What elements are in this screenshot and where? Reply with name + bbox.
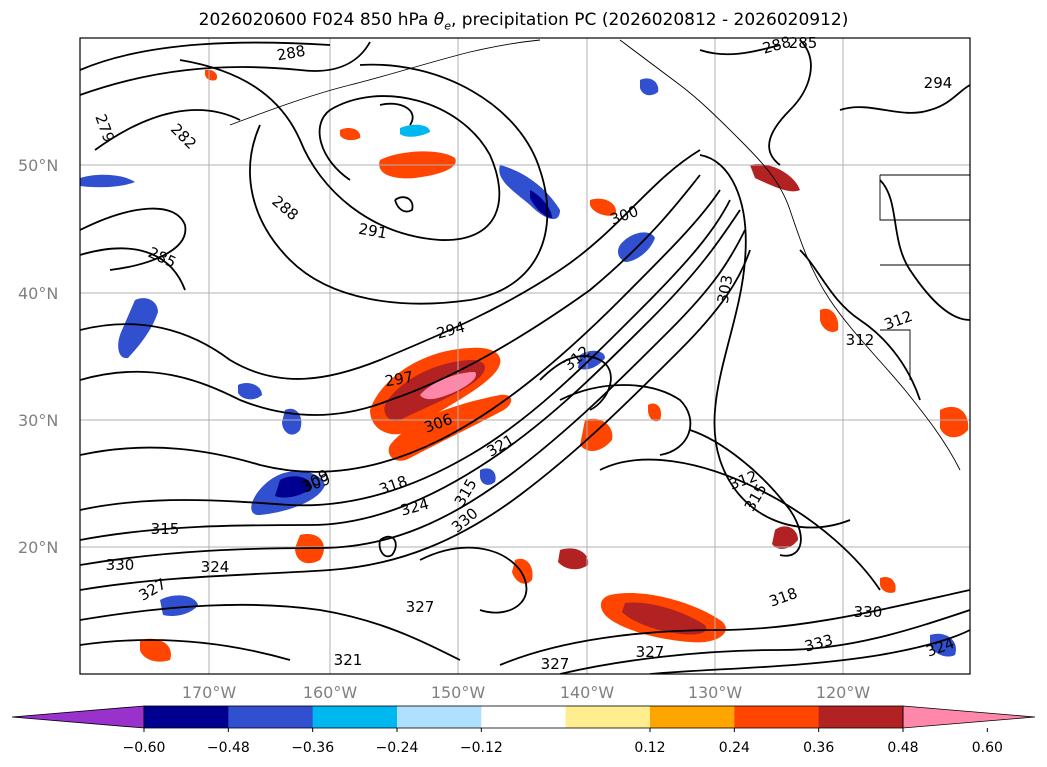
colorbar-segment	[481, 706, 567, 728]
contour-label: 303	[714, 273, 737, 304]
contour-label: 324	[201, 558, 230, 576]
lon-label-150w: 150°W	[431, 683, 486, 702]
map-content	[80, 38, 970, 674]
colorbar-segment	[650, 706, 735, 728]
colorbar-segment	[144, 706, 229, 728]
colorbar-tick-label: −0.12	[460, 740, 503, 756]
colorbar-tick-label: 0.36	[803, 740, 834, 756]
contour-label: 327	[406, 598, 435, 616]
lat-label-30: 30°N	[18, 411, 58, 430]
colorbar-segment	[312, 706, 398, 728]
contour-label: 327	[636, 643, 665, 661]
colorbar-tick-label: 0.24	[719, 740, 750, 756]
colorbar: −0.60 −0.48 −0.36 −0.24 −0.12 0.12 0.24 0.36 0.4…	[11, 705, 1036, 756]
map-frame	[79, 37, 971, 675]
contour-label: 321	[334, 651, 363, 669]
colorbar-segment	[397, 706, 482, 728]
contour-label: 327	[541, 655, 570, 673]
lon-label-140w: 140°W	[560, 683, 615, 702]
map-gridlines	[80, 38, 970, 674]
map-title: 2026020600 F024 850 hPa θe, precipitatio…	[0, 10, 1047, 32]
colorbar-outline	[143, 705, 904, 729]
title-theta: θ	[433, 10, 445, 30]
contour-label: 312	[846, 331, 875, 349]
lon-label-130w: 130°W	[688, 683, 743, 702]
contour-label: 291	[357, 220, 388, 243]
lat-label-50: 50°N	[18, 156, 58, 175]
title-prefix: 2026020600 F024 850 hPa	[198, 10, 434, 30]
lon-label-170w: 170°W	[182, 683, 237, 702]
title-suffix: , precipitation PC (2026020812 - 2026020…	[450, 10, 849, 30]
contour-label: 297	[383, 368, 414, 391]
theta-e-contours	[80, 39, 970, 674]
contour-label: 285	[789, 34, 818, 52]
colorbar-tick-label: 0.48	[887, 740, 918, 756]
lon-labels: 170°W 160°W 150°W 140°W 130°W 120°W	[182, 683, 871, 702]
lon-label-160w: 160°W	[303, 683, 358, 702]
lat-label-20: 20°N	[18, 538, 58, 557]
coastlines	[229, 39, 970, 471]
colorbar-tick-label: −0.48	[207, 740, 250, 756]
lat-label-40: 40°N	[18, 284, 58, 303]
contour-label: 330	[854, 603, 883, 621]
colorbar-extend-min	[11, 705, 145, 729]
colorbar-tick-label: 0.12	[634, 740, 665, 756]
colorbar-segment	[734, 706, 820, 728]
contour-label: 330	[106, 556, 135, 574]
colorbar-tick-label: −0.60	[123, 740, 166, 756]
lon-label-120w: 120°W	[816, 683, 871, 702]
colorbar-tick-label: −0.24	[376, 740, 419, 756]
colorbar-extend-max	[902, 705, 1036, 729]
colorbar-tick-label: −0.36	[291, 740, 334, 756]
colorbar-tick-label: 0.60	[972, 740, 1003, 756]
contour-label: 288	[275, 42, 306, 65]
colorbar-segment	[228, 706, 314, 728]
colorbar-segment	[818, 706, 904, 728]
contour-label: 315	[151, 520, 180, 538]
contour-label: 294	[924, 74, 953, 92]
title-subscript: e	[444, 19, 451, 33]
lat-labels: 50°N 40°N 30°N 20°N	[18, 156, 58, 557]
colorbar-segment	[565, 706, 651, 728]
